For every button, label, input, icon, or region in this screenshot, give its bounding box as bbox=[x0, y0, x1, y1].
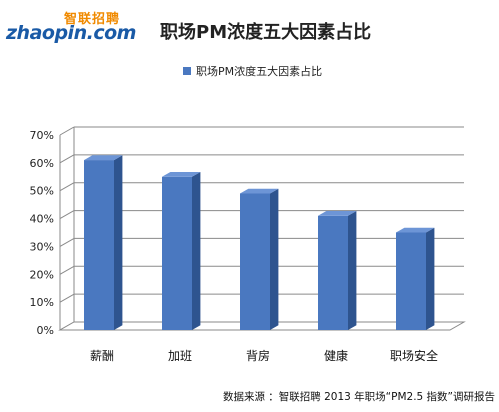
grid-wall-line bbox=[59, 265, 75, 275]
chart-title: 职场PM浓度五大因素占比 bbox=[160, 22, 372, 43]
y-tick-label: 60% bbox=[30, 157, 54, 170]
grid-wall-line bbox=[59, 293, 75, 303]
y-tick-label: 10% bbox=[30, 296, 54, 309]
legend-swatch bbox=[183, 67, 191, 75]
legend-label: 职场PM浓度五大因素占比 bbox=[196, 65, 323, 78]
bar-side bbox=[348, 210, 357, 330]
x-tick-label: 薪酬 bbox=[90, 349, 114, 363]
x-tick-label: 健康 bbox=[324, 348, 348, 363]
bar-top bbox=[84, 155, 123, 161]
bar bbox=[240, 193, 270, 330]
grid-wall-line bbox=[59, 237, 75, 247]
bar-side bbox=[114, 155, 123, 330]
x-tick-label: 背房 bbox=[246, 348, 270, 363]
y-tick-label: 30% bbox=[30, 240, 54, 253]
bar-top bbox=[318, 210, 357, 216]
y-tick-label: 0% bbox=[37, 324, 54, 337]
grid-wall-line bbox=[59, 182, 75, 192]
bar-top bbox=[240, 188, 279, 194]
logo-chinese-text: 智联招聘 bbox=[64, 12, 121, 27]
bar bbox=[84, 160, 114, 330]
x-tick-label: 职场安全 bbox=[390, 348, 438, 363]
y-tick-label: 50% bbox=[30, 185, 54, 198]
y-tick-label: 20% bbox=[30, 268, 54, 281]
x-tick-label: 加班 bbox=[168, 349, 192, 363]
legend: 职场PM浓度五大因素占比 bbox=[183, 64, 322, 78]
bar-side bbox=[270, 188, 279, 330]
grid-wall-line bbox=[59, 210, 75, 220]
bar bbox=[318, 215, 348, 330]
bar-top bbox=[162, 171, 201, 177]
logo-english-text: zhaopin.com bbox=[6, 22, 136, 44]
bar bbox=[396, 232, 426, 330]
bar-side bbox=[192, 171, 201, 330]
grid-wall-line bbox=[59, 154, 75, 164]
bar-side bbox=[426, 227, 435, 330]
y-tick-label: 40% bbox=[30, 213, 54, 226]
bar-top bbox=[396, 227, 435, 233]
zhaopin-logo: 智联招聘 zhaopin.com bbox=[6, 8, 136, 48]
data-source-note: 数据来源 ：智联招聘 2013 年职场“PM2.5 指数”调研报告 bbox=[222, 391, 495, 403]
y-tick-label: 70% bbox=[30, 129, 54, 142]
grid-wall-line bbox=[59, 126, 75, 136]
bar bbox=[162, 176, 192, 330]
